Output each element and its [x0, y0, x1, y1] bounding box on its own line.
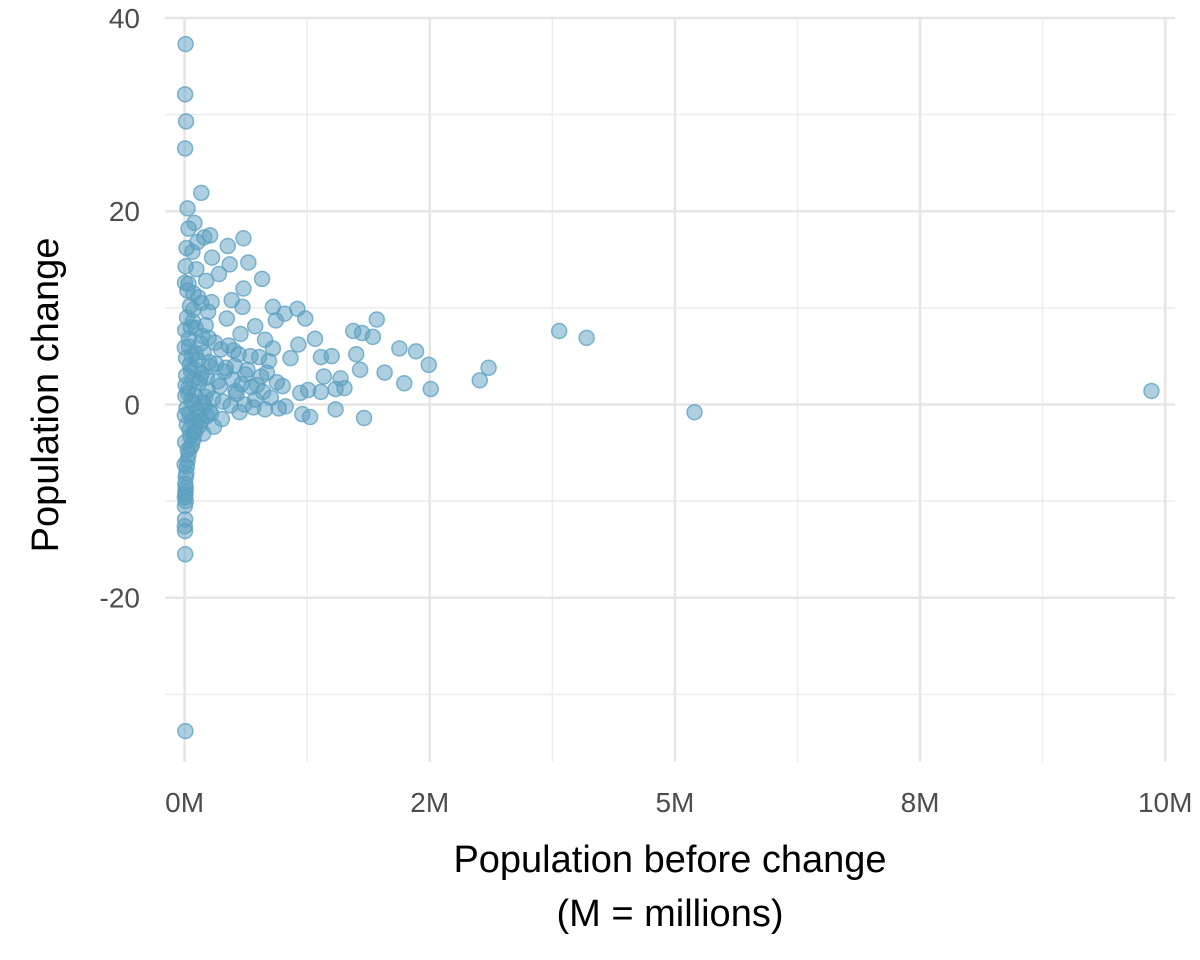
x-axis-title-line1: Population before change — [453, 839, 886, 881]
data-point — [306, 330, 324, 348]
data-point — [282, 349, 299, 367]
data-point — [550, 322, 568, 340]
data-point — [176, 140, 194, 157]
y-tick-label: 20 — [109, 196, 140, 227]
y-tick-label: 0 — [124, 389, 140, 420]
data-points — [176, 35, 1160, 740]
x-axis-tick-labels: 0M 2M 5M 8M 10M — [165, 787, 1192, 818]
data-point — [219, 237, 237, 255]
data-point — [177, 35, 194, 53]
y-tick-label: 40 — [109, 3, 140, 34]
data-point — [368, 311, 386, 328]
data-point — [176, 522, 194, 540]
data-point — [480, 359, 497, 377]
data-point — [327, 380, 344, 398]
data-point — [578, 329, 595, 347]
data-point — [177, 722, 194, 740]
data-point — [210, 265, 228, 283]
x-tick-label: 5M — [655, 787, 694, 818]
data-point — [422, 380, 439, 398]
data-point — [264, 340, 282, 357]
x-tick-label: 2M — [410, 787, 449, 818]
data-point — [686, 403, 703, 421]
x-tick-label: 0M — [165, 787, 204, 818]
data-point — [253, 270, 271, 288]
data-point — [176, 86, 194, 103]
data-point — [230, 345, 247, 363]
y-axis-tick-labels: -20 0 20 40 — [100, 3, 140, 614]
data-point — [235, 230, 252, 247]
data-point — [267, 312, 285, 329]
data-point — [351, 361, 369, 378]
data-point — [245, 399, 262, 416]
data-point — [471, 372, 489, 389]
data-point — [184, 301, 202, 319]
data-point — [200, 329, 217, 347]
data-point — [221, 256, 238, 273]
major-gridlines — [165, 16, 1175, 762]
data-point — [202, 404, 220, 422]
data-point — [347, 345, 365, 363]
data-point — [203, 249, 221, 266]
data-point — [201, 227, 219, 244]
data-point — [232, 325, 249, 343]
x-axis-title-line2: (M = millions) — [557, 893, 784, 935]
data-point — [292, 384, 309, 402]
data-point — [274, 377, 291, 395]
data-point — [391, 340, 408, 357]
data-point — [234, 298, 251, 316]
data-point — [301, 408, 319, 426]
data-point — [240, 254, 257, 271]
minor-gridlines — [165, 18, 1175, 762]
data-point — [355, 409, 373, 427]
data-point — [420, 356, 438, 374]
data-point — [364, 328, 382, 346]
data-point — [312, 383, 330, 401]
data-point — [197, 272, 215, 290]
data-point — [235, 280, 252, 297]
data-point — [396, 374, 413, 392]
data-point — [246, 317, 264, 335]
y-tick-label: -20 — [100, 583, 140, 614]
data-point — [1143, 382, 1160, 400]
data-point — [407, 343, 425, 360]
data-point — [180, 220, 197, 237]
data-point — [258, 364, 276, 381]
data-point — [250, 348, 268, 366]
data-point — [218, 310, 236, 327]
data-point — [177, 113, 195, 130]
x-tick-label: 8M — [901, 787, 940, 818]
data-point — [327, 401, 344, 418]
data-point — [188, 260, 205, 278]
data-point — [195, 344, 212, 361]
data-point — [203, 293, 220, 311]
data-point — [315, 368, 333, 385]
data-point — [312, 348, 330, 366]
data-point — [179, 200, 196, 217]
data-point — [177, 492, 195, 510]
data-point — [184, 243, 201, 261]
data-point — [296, 310, 314, 327]
x-tick-label: 10M — [1138, 787, 1192, 818]
data-point — [239, 361, 256, 378]
data-point — [376, 364, 393, 381]
data-point — [179, 282, 196, 299]
data-point — [193, 184, 210, 202]
data-point — [290, 336, 307, 353]
data-point — [176, 546, 194, 563]
data-point — [262, 389, 280, 406]
y-axis-title: Population change — [25, 238, 67, 553]
